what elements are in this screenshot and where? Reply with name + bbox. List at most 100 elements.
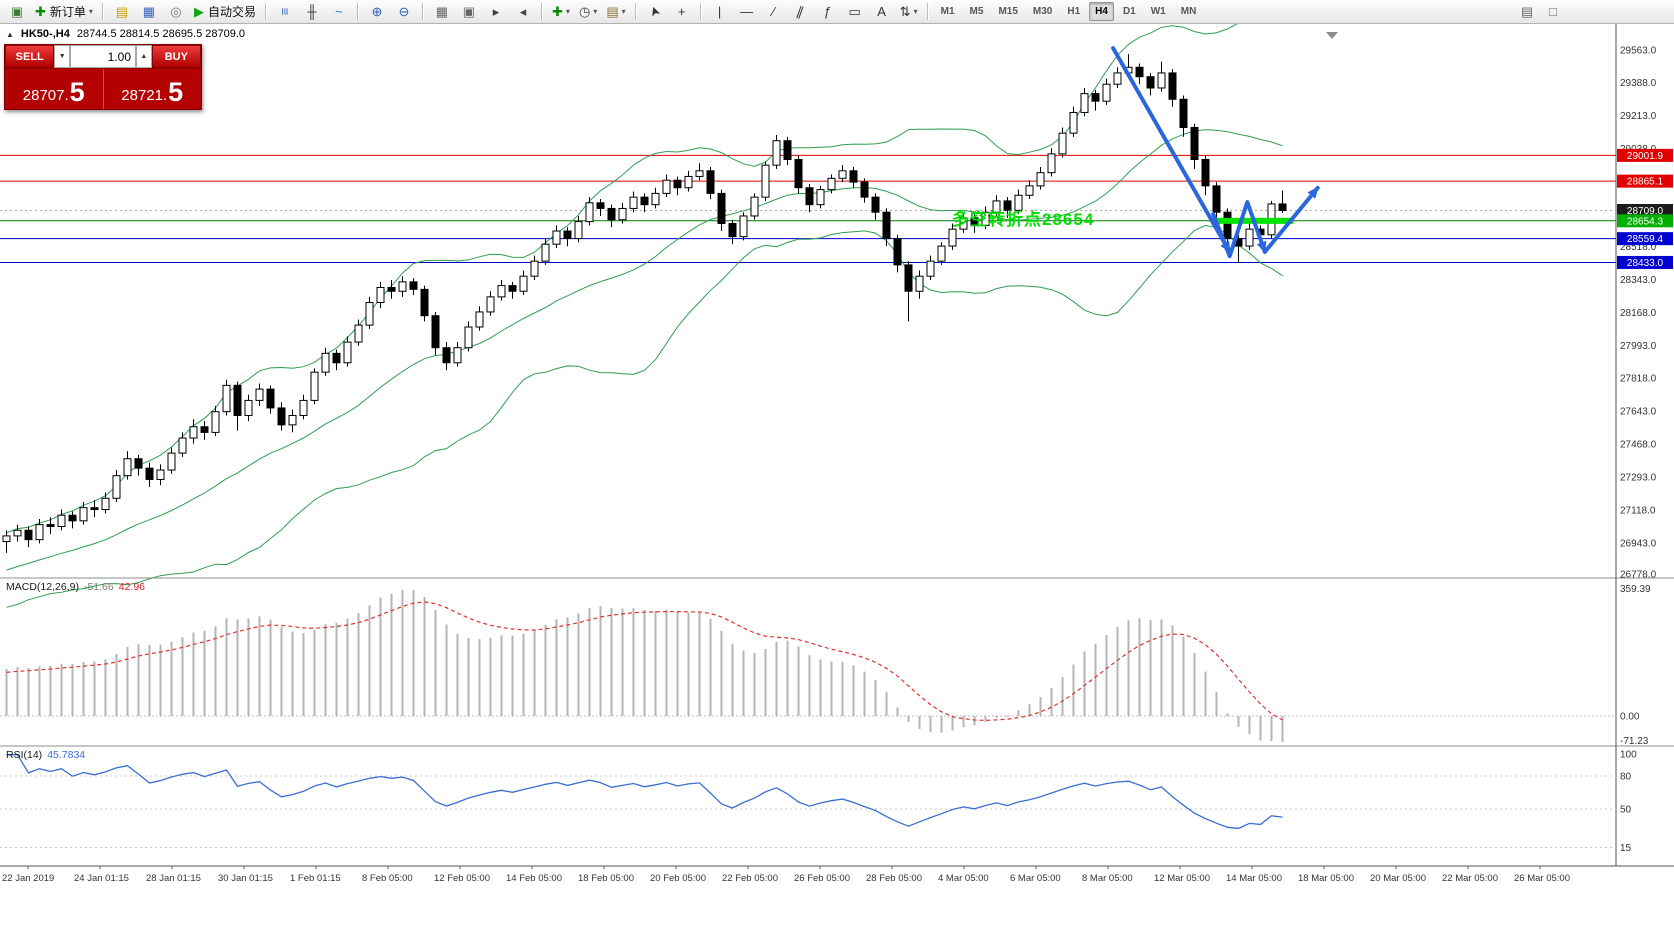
indicators-button[interactable]: ✚ ▾ (548, 1, 574, 23)
time-axis-label[interactable]: 22 Mar 05:00 (1442, 873, 1498, 884)
time-axis-label[interactable]: 22 Jan 2019 (2, 873, 54, 884)
candle-bullish (981, 211, 990, 226)
docs-button[interactable]: ▤ (1514, 1, 1540, 23)
price-chart-svg[interactable]: 29563.029388.029213.029038.028518.028343… (0, 24, 1674, 948)
time-axis-label[interactable]: 26 Feb 05:00 (794, 873, 850, 884)
timeframe-w1-button[interactable]: W1 (1150, 6, 1166, 17)
price-tick-label: 27118.0 (1620, 505, 1656, 516)
buy-button[interactable]: BUY (151, 45, 201, 68)
crosshair-button[interactable]: + (669, 1, 695, 23)
autotrading-button[interactable]: ▶ 自动交易 (190, 1, 260, 23)
zigzag-arrow[interactable] (1211, 200, 1267, 259)
chart-text-annotation[interactable]: 多空转折点28654 (952, 210, 1095, 229)
sell-price[interactable]: 28707. 5 (5, 69, 103, 109)
trade-panel-prices: 28707. 5 28721. 5 (5, 69, 201, 109)
profiles-icon: ▤ (115, 4, 129, 19)
time-axis-label[interactable]: 14 Feb 05:00 (506, 873, 562, 884)
sell-button[interactable]: SELL (5, 45, 55, 68)
candle-bearish (904, 264, 913, 292)
arrows-object-button[interactable]: ⇅ ▾ (896, 1, 922, 23)
chart-shift-marker[interactable] (1326, 32, 1338, 39)
timeframe-h4-button[interactable]: H4 (1089, 2, 1114, 21)
shapes-button[interactable]: ▭ (842, 1, 868, 23)
line-chart-type-button[interactable]: ~ (326, 1, 352, 23)
zoom-out-button[interactable]: ⊖ (391, 1, 417, 23)
candle-bullish (167, 452, 176, 471)
channel-button[interactable]: ∥ (788, 1, 814, 23)
periods-button[interactable]: ◷ ▾ (575, 1, 601, 23)
trendline-button[interactable]: ∕ (761, 1, 787, 23)
app-button[interactable]: ▣ (4, 1, 30, 23)
timeframe-h1-button[interactable]: H1 (1067, 6, 1081, 17)
macd-histogram-bar (1259, 716, 1262, 741)
price-tick-label: 27468.0 (1620, 440, 1657, 451)
timeframe-m15-button[interactable]: M15 (998, 6, 1018, 17)
bollinger-lower-band[interactable] (6, 224, 1283, 608)
timeframe-m30-button[interactable]: M30 (1032, 6, 1053, 17)
trend-arrow-down[interactable] (1111, 46, 1232, 254)
time-axis-label[interactable]: 6 Mar 05:00 (1010, 873, 1061, 884)
chart-ohlc-header: ▲ HK50-,H4 28744.5 28814.5 28695.5 28709… (6, 28, 245, 40)
chart-window-button[interactable]: ▦ (136, 1, 162, 23)
time-axis-label[interactable]: 14 Mar 05:00 (1226, 873, 1282, 884)
time-axis-label[interactable]: 22 Feb 05:00 (722, 873, 778, 884)
candle-bullish (255, 388, 264, 401)
profiles-button[interactable]: ▤ (109, 1, 135, 23)
macd-histogram-bar (1094, 643, 1097, 716)
alerts-button[interactable]: ◎ (163, 1, 189, 23)
time-axis-label[interactable]: 18 Feb 05:00 (578, 873, 634, 884)
macd-histogram-bar (390, 593, 393, 716)
time-axis-label[interactable]: 30 Jan 01:15 (218, 873, 273, 884)
fibonacci-button[interactable]: ƒ (815, 1, 841, 23)
time-axis-label[interactable]: 28 Jan 01:15 (146, 873, 201, 884)
new-order-button[interactable]: ✚ 新订单 ▾ (31, 1, 97, 23)
volume-decrease-button[interactable]: ▼ (54, 45, 70, 68)
vertical-line-button[interactable]: | (707, 1, 733, 23)
macd-histogram-bar (137, 644, 140, 716)
timeframe-mn-button[interactable]: MN (1180, 6, 1197, 17)
time-axis-label[interactable]: 8 Mar 05:00 (1082, 873, 1133, 884)
macd-histogram-bar (1160, 619, 1163, 716)
candle-bullish (486, 296, 495, 313)
arrange-windows-button[interactable]: ▣ (456, 1, 482, 23)
volume-increase-button[interactable]: ▲ (136, 45, 152, 68)
volume-input[interactable] (70, 45, 136, 68)
time-axis-label[interactable]: 4 Mar 05:00 (938, 873, 989, 884)
macd-histogram-bar (1215, 691, 1218, 716)
candle-bullish (321, 352, 330, 373)
chart-shift-button[interactable]: ◂ (510, 1, 536, 23)
time-axis-label[interactable]: 1 Feb 01:15 (290, 873, 341, 884)
sell-price-main: 28707. (22, 87, 69, 104)
candlestick-type-button[interactable]: ╫ (299, 1, 325, 23)
candle-bearish (640, 196, 649, 206)
macd-histogram-bar (423, 596, 426, 716)
timeframe-d1-button[interactable]: D1 (1122, 6, 1136, 17)
time-axis-label[interactable]: 18 Mar 05:00 (1298, 873, 1354, 884)
panel-collapse-icon[interactable]: ▲ (6, 29, 14, 39)
time-axis-label[interactable]: 20 Feb 05:00 (650, 873, 706, 884)
timeframe-m5-button[interactable]: M5 (969, 6, 984, 17)
time-axis-label[interactable]: 26 Mar 05:00 (1514, 873, 1570, 884)
bollinger-middle-band[interactable] (6, 129, 1283, 571)
templates-button[interactable]: ▤ ▾ (602, 1, 629, 23)
macd-histogram-bar (775, 641, 778, 716)
auto-scroll-button[interactable]: ▸ (483, 1, 509, 23)
buy-price[interactable]: 28721. 5 (104, 69, 202, 109)
candle-bearish (783, 140, 792, 161)
time-axis-label[interactable]: 12 Feb 05:00 (434, 873, 490, 884)
time-axis-label[interactable]: 28 Feb 05:00 (866, 873, 922, 884)
time-axis-label[interactable]: 20 Mar 05:00 (1370, 873, 1426, 884)
trend-arrow-up[interactable] (1262, 185, 1320, 254)
cursor-button[interactable]: ➤ (642, 1, 668, 23)
horizontal-line-button[interactable]: — (734, 1, 760, 23)
time-axis-label[interactable]: 8 Feb 05:00 (362, 873, 413, 884)
bar-chart-type-button[interactable]: ≡ (272, 1, 298, 23)
candle-bullish (453, 347, 462, 364)
text-label-button[interactable]: A (869, 1, 895, 23)
time-axis-label[interactable]: 24 Jan 01:15 (74, 873, 129, 884)
zoom-in-button[interactable]: ⊕ (364, 1, 390, 23)
fullscreen-button[interactable]: □ (1540, 1, 1566, 23)
timeframe-m1-button[interactable]: M1 (940, 6, 955, 17)
tile-windows-button[interactable]: ▦ (429, 1, 455, 23)
time-axis-label[interactable]: 12 Mar 05:00 (1154, 873, 1210, 884)
